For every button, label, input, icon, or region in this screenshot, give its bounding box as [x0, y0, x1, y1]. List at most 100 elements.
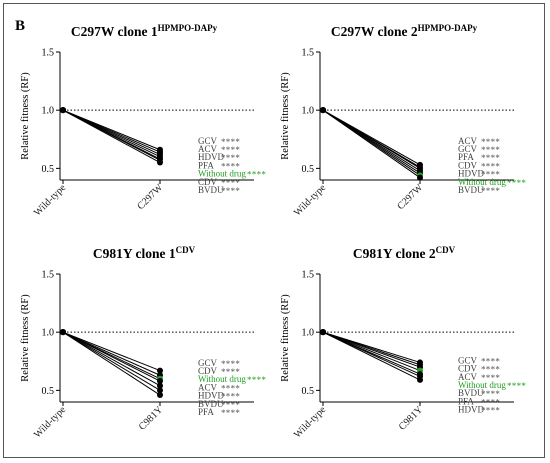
y-tick-label: 1.0: [302, 106, 315, 117]
series-label: ACV: [198, 144, 218, 154]
series-line: [62, 331, 161, 376]
y-tick-label: 1.0: [42, 106, 55, 117]
chart-title-superscript: CDV: [436, 245, 456, 255]
x-category-label: C297W: [395, 182, 425, 212]
chart-grid: C297W clone 1HPMPO-DAPy0.51.01.5Relative…: [20, 23, 526, 441]
series-label: PFA: [198, 407, 214, 417]
series-label: Without drug: [198, 169, 246, 179]
series-line: [62, 109, 161, 160]
x-category-label: Wild-type: [32, 182, 69, 219]
y-tick-label: 1.0: [302, 328, 315, 339]
series-label: ACV: [458, 136, 478, 146]
data-point-mutant: [157, 378, 163, 385]
data-point-mutant: [157, 387, 163, 394]
series-label: GCV: [198, 358, 218, 368]
significance-stars: ****: [221, 178, 240, 188]
series-label: PFA: [198, 160, 214, 170]
series-label: HDVD: [198, 391, 224, 401]
y-tick-label: 1.5: [42, 48, 55, 59]
series-label: PFA: [458, 152, 474, 162]
data-point-mutant: [157, 382, 163, 389]
series-label: Without drug: [458, 177, 506, 187]
series-label: CDV: [198, 177, 218, 187]
series-line: [322, 331, 421, 381]
significance-stars: ****: [481, 373, 500, 383]
chart-title-text: C297W clone 1: [71, 24, 158, 39]
significance-stars: ****: [221, 186, 240, 196]
data-point-mutant: [417, 376, 423, 383]
data-point-wild-type: [320, 107, 326, 114]
y-tick-label: 1.5: [42, 270, 55, 281]
chart-panel-1: C297W clone 1HPMPO-DAPy 0.5 1.0 1.5 Relative…: [20, 23, 266, 219]
y-tick-label: 0.5: [42, 164, 55, 175]
significance-stars: ****: [481, 137, 500, 147]
y-tick-label: 0.5: [42, 386, 55, 397]
data-point-wild-type: [320, 329, 326, 336]
chart-title: C981Y clone 1CDV: [93, 245, 196, 261]
series-line: [62, 331, 161, 387]
series-label: BVDU: [458, 185, 484, 195]
series-label: BVDU: [198, 185, 224, 195]
significance-stars: ****: [247, 375, 266, 385]
significance-stars: ****: [221, 161, 240, 171]
y-tick-label: 1.0: [42, 328, 55, 339]
data-point-mutant: [157, 159, 163, 166]
series-line: [322, 109, 421, 179]
data-point-mutant: [157, 367, 163, 374]
chart-title: C297W clone 2HPMPO-DAPy: [331, 23, 478, 39]
series-line: [62, 331, 161, 391]
significance-stars: ****: [481, 161, 500, 171]
series-label: BVDU: [458, 388, 484, 398]
series-label: HDVD: [198, 152, 224, 162]
significance-stars: ****: [221, 408, 240, 418]
series-label: ACV: [458, 372, 478, 382]
chart-title-text: C297W clone 2: [331, 24, 418, 39]
significance-stars: ****: [221, 359, 240, 369]
significance-stars: ****: [481, 170, 500, 180]
chart-title: C297W clone 1HPMPO-DAPy: [71, 23, 218, 39]
chart-title-superscript: HPMPO-DAPy: [418, 23, 478, 33]
series-line: [322, 331, 421, 377]
significance-stars: ****: [481, 406, 500, 416]
significance-stars: ****: [221, 145, 240, 155]
y-tick-label: 0.5: [302, 386, 315, 397]
data-point-mutant: [417, 174, 423, 181]
y-tick-label: 1.5: [302, 48, 315, 59]
chart-title-text: C981Y clone 1: [93, 246, 176, 261]
significance-stars: ****: [481, 389, 500, 399]
significance-stars: ****: [481, 356, 500, 366]
data-point-mutant: [157, 392, 163, 399]
series-label: GCV: [458, 355, 478, 365]
series-line: [322, 331, 421, 372]
panel-label: B: [15, 18, 26, 34]
y-axis-label: Relative fitness (RF): [280, 72, 291, 160]
significance-stars: ****: [481, 186, 500, 196]
x-category-label: C981Y: [397, 404, 425, 432]
series-label: CDV: [198, 366, 218, 376]
significance-stars: ****: [481, 365, 500, 375]
series-line: [322, 331, 421, 368]
y-axis-label: Relative fitness (RF): [280, 294, 291, 382]
significance-stars: ****: [507, 178, 526, 188]
significance-stars: ****: [221, 153, 240, 163]
significance-stars: ****: [481, 397, 500, 407]
x-category-label: Wild-type: [32, 404, 69, 441]
chart-title-superscript: CDV: [176, 245, 196, 255]
series-label: BVDU: [198, 399, 224, 409]
chart-title-superscript: HPMPO-DAPy: [158, 23, 218, 33]
significance-stars: ****: [481, 153, 500, 163]
series-label: HDVD: [458, 169, 484, 179]
series-label: GCV: [198, 136, 218, 146]
figure-frame: B C297W clone 1HPMPO-DAPy 0.5 1.0 1.5 Relati…: [3, 3, 545, 458]
significance-stars: ****: [221, 137, 240, 147]
series-line: [62, 331, 161, 382]
significance-stars: ****: [221, 392, 240, 402]
series-label: CDV: [458, 160, 478, 170]
y-axis-label: Relative fitness (RF): [20, 294, 31, 382]
series-line: [62, 331, 161, 372]
significance-stars: ****: [221, 400, 240, 410]
x-category-label: Wild-type: [292, 404, 329, 441]
series-line: [62, 331, 161, 396]
data-point-wild-type: [60, 329, 66, 336]
